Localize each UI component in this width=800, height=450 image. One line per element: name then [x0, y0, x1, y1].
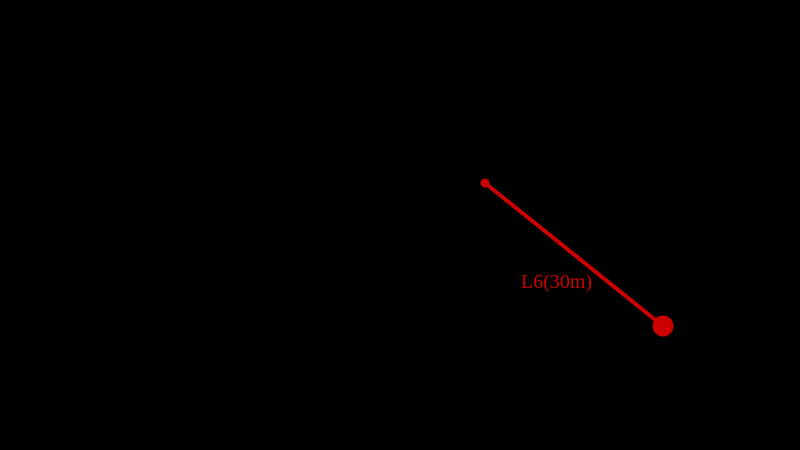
link-label: L6(30m) — [521, 271, 592, 293]
link-line-l6 — [483, 181, 665, 328]
link-node-start — [480, 178, 490, 188]
link-node-end — [652, 315, 674, 337]
